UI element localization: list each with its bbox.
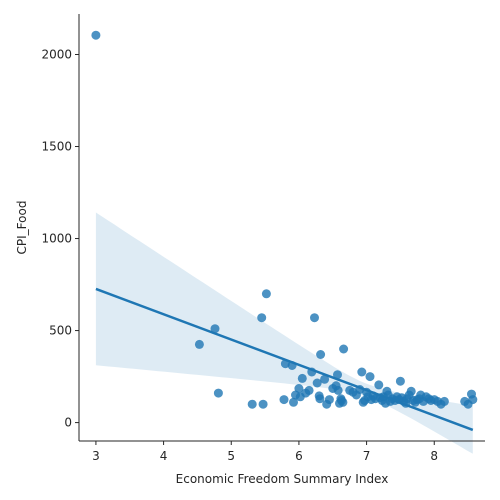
data-point [406,386,416,396]
data-point [289,397,298,407]
data-point [316,350,326,359]
data-point [247,399,257,409]
data-point [257,313,267,323]
x-axis-title: Economic Freedom Summary Index [176,472,389,486]
confidence-band-layer [95,212,473,454]
data-point [395,376,405,386]
data-point [365,372,375,382]
data-point [312,378,322,388]
data-point [91,30,101,40]
data-point [374,380,384,390]
data-point [294,384,304,393]
x-tick-label: 3 [92,449,100,463]
data-point [468,395,478,405]
data-point [213,388,223,398]
data-point [210,324,220,334]
x-tick-label: 5 [227,449,235,463]
x-tick-label: 6 [295,449,303,463]
data-point [297,373,307,383]
y-tick-label: 2000 [41,47,72,61]
y-tick-label: 1500 [41,140,72,154]
y-tick-label: 1000 [41,232,72,246]
data-point [338,397,348,407]
data-point [324,395,334,405]
x-tick-label: 7 [363,449,371,463]
data-point [333,370,342,380]
regression-line [95,287,474,432]
confidence-band [95,212,473,454]
data-point [357,367,367,377]
axes-layer: 3 4 5 6 7 8 0 500 1000 1500 2000 [41,14,485,463]
y-axis-title: CPI_Food [15,201,29,255]
x-tick-label: 4 [160,449,168,463]
data-point [310,313,319,323]
regression-line-layer [95,287,474,432]
data-point [320,374,330,384]
y-tick-label: 500 [49,324,72,338]
data-point [339,344,349,354]
data-point [439,396,449,406]
data-point [333,385,343,395]
data-point [194,339,204,349]
data-point [279,395,289,405]
data-point [304,385,314,395]
y-tick-label: 0 [64,416,72,430]
data-point [258,399,268,409]
points-layer [91,30,478,409]
data-point [261,289,271,299]
x-tick-label: 8 [430,449,438,463]
data-point [315,394,325,404]
